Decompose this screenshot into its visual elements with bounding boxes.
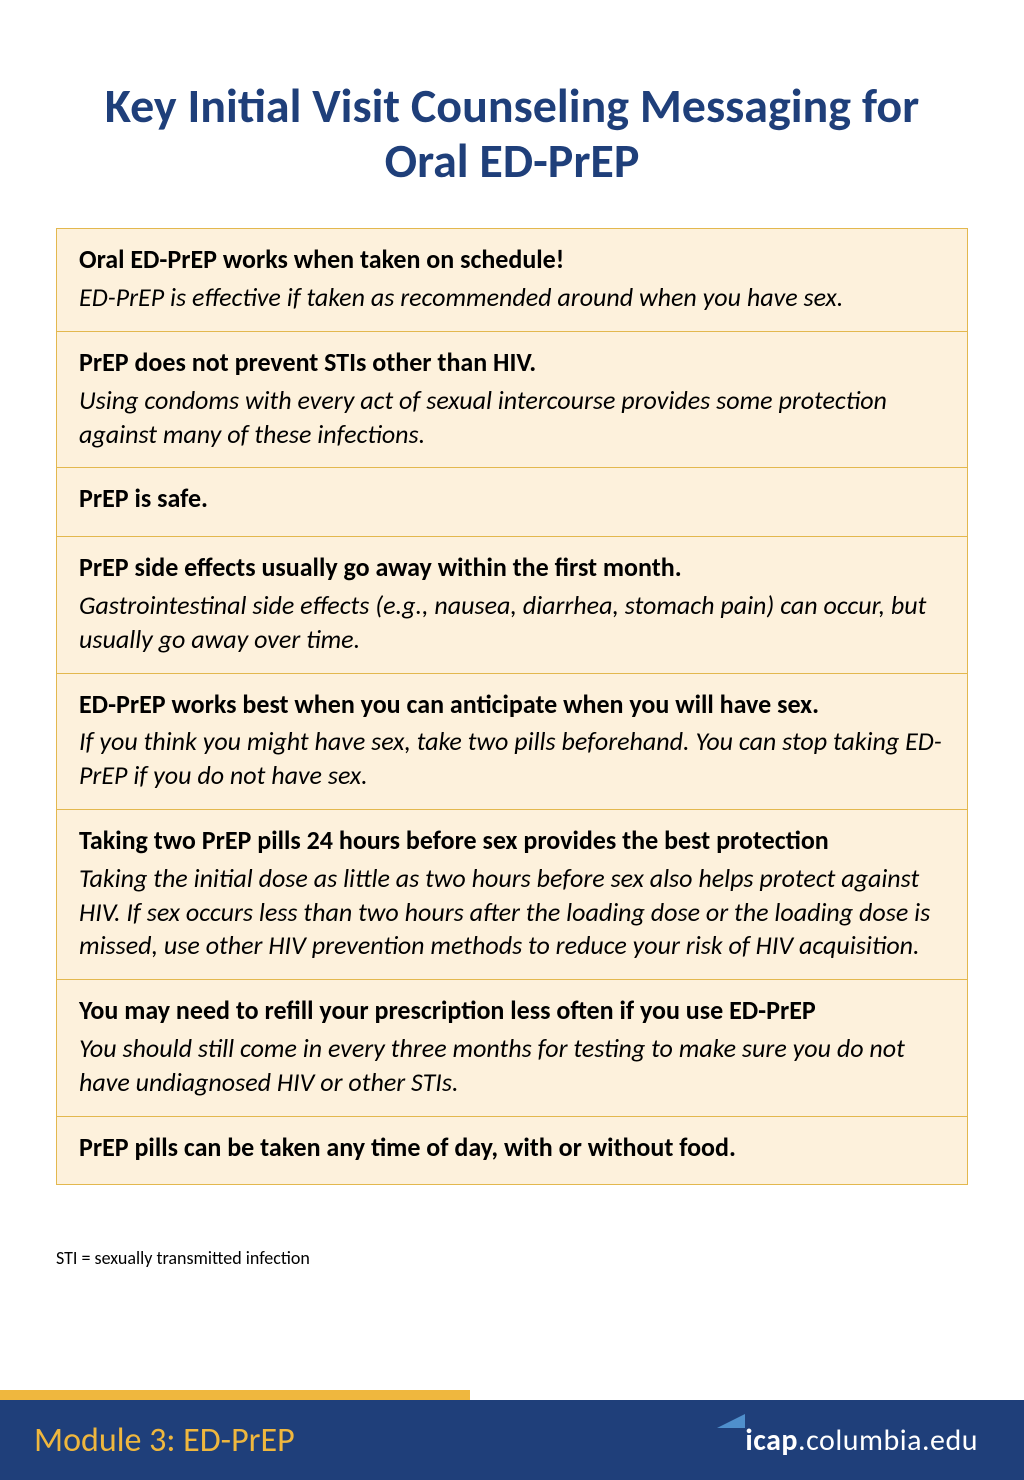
message-item: PrEP does not prevent STIs other than HI…	[57, 332, 967, 468]
message-item: Oral ED-PrEP works when taken on schedul…	[57, 229, 967, 332]
logo: icap.columbia.edu	[717, 1422, 978, 1459]
footer-left: Module 3: ED-PrEP	[0, 1400, 470, 1480]
message-detail: Using condoms with every act of sexual i…	[79, 384, 945, 452]
message-heading: Taking two PrEP pills 24 hours before se…	[79, 824, 945, 858]
message-detail: ED-PrEP is effective if taken as recomme…	[79, 281, 945, 315]
footer-accent-bar	[0, 1390, 470, 1400]
message-heading: PrEP is safe.	[79, 482, 945, 516]
message-item: PrEP side effects usually go away within…	[57, 537, 967, 673]
logo-bold: icap	[745, 1422, 798, 1459]
message-item: Taking two PrEP pills 24 hours before se…	[57, 810, 967, 980]
message-detail: Gastrointestinal side effects (e.g., nau…	[79, 589, 945, 657]
message-heading: Oral ED-PrEP works when taken on schedul…	[79, 243, 945, 277]
footer: Module 3: ED-PrEP icap.columbia.edu	[0, 1400, 1024, 1480]
message-detail: Taking the initial dose as little as two…	[79, 862, 945, 963]
module-label: Module 3: ED-PrEP	[34, 1420, 295, 1461]
message-item: ED-PrEP works best when you can anticipa…	[57, 674, 967, 810]
page-title: Key Initial Visit Counseling Messaging f…	[56, 78, 968, 188]
message-heading: You may need to refill your prescription…	[79, 994, 945, 1028]
page-content: Key Initial Visit Counseling Messaging f…	[0, 0, 1024, 1269]
message-item: You may need to refill your prescription…	[57, 980, 967, 1116]
message-item: PrEP pills can be taken any time of day,…	[57, 1117, 967, 1185]
message-detail: If you think you might have sex, take tw…	[79, 725, 945, 793]
message-heading: ED-PrEP works best when you can anticipa…	[79, 688, 945, 722]
message-detail: You should still come in every three mon…	[79, 1032, 945, 1100]
logo-triangle-icon	[717, 1412, 745, 1440]
footnote: STI = sexually transmitted infection	[56, 1247, 968, 1269]
message-heading: PrEP does not prevent STIs other than HI…	[79, 346, 945, 380]
messages-container: Oral ED-PrEP works when taken on schedul…	[56, 228, 968, 1185]
logo-text: icap.columbia.edu	[745, 1422, 978, 1459]
footer-right: icap.columbia.edu	[470, 1400, 1024, 1480]
message-heading: PrEP pills can be taken any time of day,…	[79, 1131, 945, 1165]
logo-rest: .columbia.edu	[798, 1422, 978, 1459]
message-item: PrEP is safe.	[57, 468, 967, 537]
message-heading: PrEP side effects usually go away within…	[79, 551, 945, 585]
